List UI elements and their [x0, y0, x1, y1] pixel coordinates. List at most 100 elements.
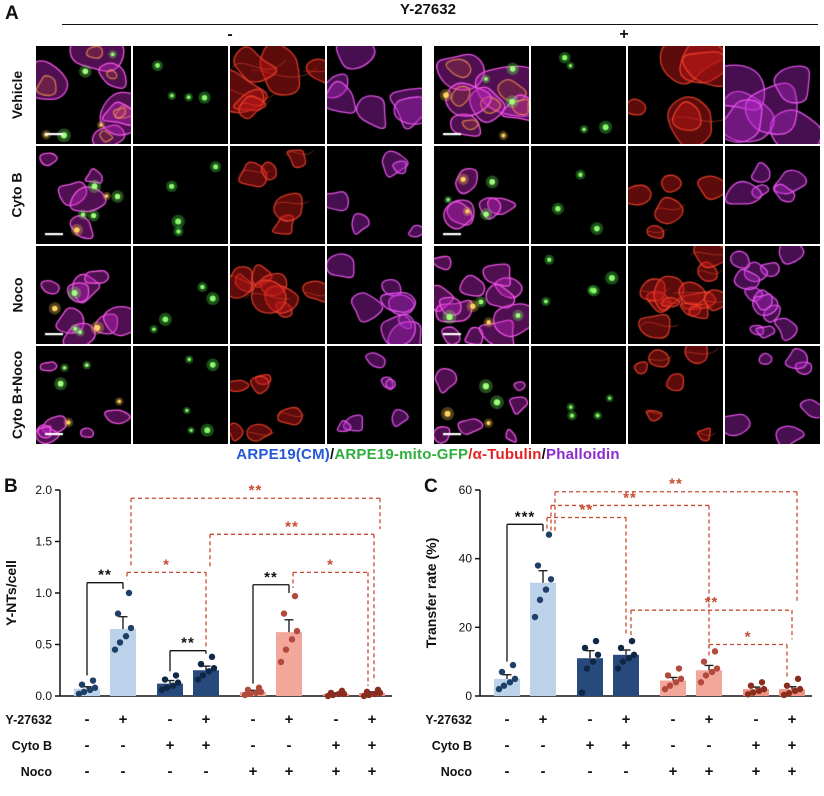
significance-label: *: [745, 629, 752, 646]
row-label-text: Cyto B: [9, 172, 25, 218]
micrograph-tubulin: [628, 246, 723, 344]
y-tick-label: 0.5: [35, 638, 52, 652]
significance-label: **: [669, 476, 683, 493]
axis-sign: +: [622, 737, 631, 754]
legend-phalloidin: Phalloidin: [546, 446, 620, 463]
scatter-point: [677, 675, 685, 683]
scatter-point: [711, 648, 719, 655]
scatter-point: [199, 672, 207, 679]
bar: [110, 629, 136, 696]
scatter-point: [583, 665, 591, 672]
axis-sign: -: [251, 711, 256, 728]
significance-label: *: [327, 556, 334, 573]
scatter-point: [114, 610, 122, 617]
row-label-vehicle: Vehicle: [0, 46, 34, 144]
scatter-point: [161, 676, 169, 683]
scatter-point: [75, 690, 83, 698]
bar: [530, 582, 556, 696]
scatter-point: [327, 689, 335, 697]
axis-row-label: Noco: [441, 765, 473, 779]
axis-sign: -: [671, 737, 676, 754]
micrograph-mito-gfp: [133, 346, 228, 444]
scatter-point: [174, 679, 182, 686]
axis-sign: -: [541, 737, 546, 754]
micrograph-tubulin: [628, 146, 723, 244]
micrograph-merge: [434, 146, 529, 244]
scatter-point: [163, 684, 171, 691]
axis-sign: -: [85, 763, 90, 780]
axis-sign: +: [368, 711, 377, 728]
scatter-point: [169, 682, 177, 689]
scatter-point: [91, 684, 99, 691]
axis-sign: +: [368, 763, 377, 780]
micrograph-mito-gfp: [133, 246, 228, 344]
micrograph-mito-gfp: [133, 46, 228, 144]
axis-row-label: Y-27632: [5, 713, 52, 727]
micrograph-phalloidin: [725, 346, 820, 444]
scatter-point: [760, 685, 768, 693]
scatter-point: [534, 562, 542, 569]
micrograph-tubulin: [628, 346, 723, 444]
micrograph-merge: [36, 246, 131, 344]
axis-sign: -: [505, 763, 510, 780]
panel-a: A Y-27632 - + Vehicle Cyto B Noco Cyto B+No…: [0, 1, 820, 463]
legend-separator: /: [541, 446, 547, 463]
axis-row-label: Y-27632: [425, 713, 472, 727]
scatter-point: [80, 688, 88, 696]
y-axis-label: Transfer rate (%): [423, 538, 439, 648]
axis-sign: +: [285, 711, 294, 728]
scatter-point: [122, 633, 130, 640]
axis-sign: -: [707, 737, 712, 754]
axis-sign: +: [752, 737, 761, 754]
legend-arpe19-mito-gfp: ARPE19-mito-GFP: [334, 446, 469, 463]
significance-label: **: [623, 489, 637, 506]
scatter-point: [796, 685, 804, 693]
significance-label: **: [249, 482, 263, 499]
row-label-text: Vehicle: [9, 70, 26, 120]
axis-sign: -: [671, 711, 676, 728]
axis-row-label: Cyto B: [12, 739, 52, 753]
panel-b: B 0.0 0.5 1.0 1.5 2.0 Y-NTs/cell ** ** ** * * ** ** Y…: [0, 470, 412, 796]
scatter-point: [116, 639, 124, 646]
scatter-point: [127, 624, 135, 632]
micrograph-mito-gfp: [133, 146, 228, 244]
scatter-point: [111, 646, 119, 653]
scatter-point: [614, 665, 622, 672]
axis-sign: +: [622, 711, 631, 728]
significance-label: **: [98, 567, 112, 584]
axis-sign: +: [539, 711, 548, 728]
legend-separator: /: [329, 446, 335, 463]
scatter-point: [594, 651, 602, 658]
y-tick-label: 0: [465, 689, 472, 703]
scatter-point: [280, 610, 288, 617]
bar-chart-y-nts-per-cell: 0.00.51.01.52.0Y-NTs/cell ******* *****Y-2…: [3, 482, 392, 780]
significance-label: **: [705, 594, 719, 611]
axis-row-label: Cyto B: [432, 739, 472, 753]
axis-sign: +: [752, 763, 761, 780]
scatter-point: [244, 686, 252, 694]
micrograph-tubulin: [230, 146, 325, 244]
axis-sign: -: [85, 711, 90, 728]
scatter-point: [661, 685, 669, 693]
axis-sign: +: [788, 711, 797, 728]
row-label-noco: Noco: [0, 246, 34, 344]
scatter-point: [702, 672, 710, 679]
axis-sign: +: [788, 737, 797, 754]
y-tick-label: 60: [459, 483, 473, 497]
axis-sign: -: [168, 711, 173, 728]
scatter-point: [255, 684, 263, 691]
axis-sign: -: [121, 763, 126, 780]
scatter-point: [500, 682, 508, 689]
significance-label: **: [285, 518, 299, 535]
axis-sign: +: [249, 763, 258, 780]
scatter-point: [589, 658, 597, 665]
scatter-point: [744, 691, 752, 698]
scatter-point: [747, 682, 755, 689]
micrograph-mito-gfp: [531, 246, 626, 344]
scatter-point: [625, 655, 633, 662]
axis-sign: +: [202, 737, 211, 754]
scatter-point: [758, 679, 766, 686]
scatter-point: [506, 679, 514, 686]
scatter-point: [545, 531, 553, 538]
